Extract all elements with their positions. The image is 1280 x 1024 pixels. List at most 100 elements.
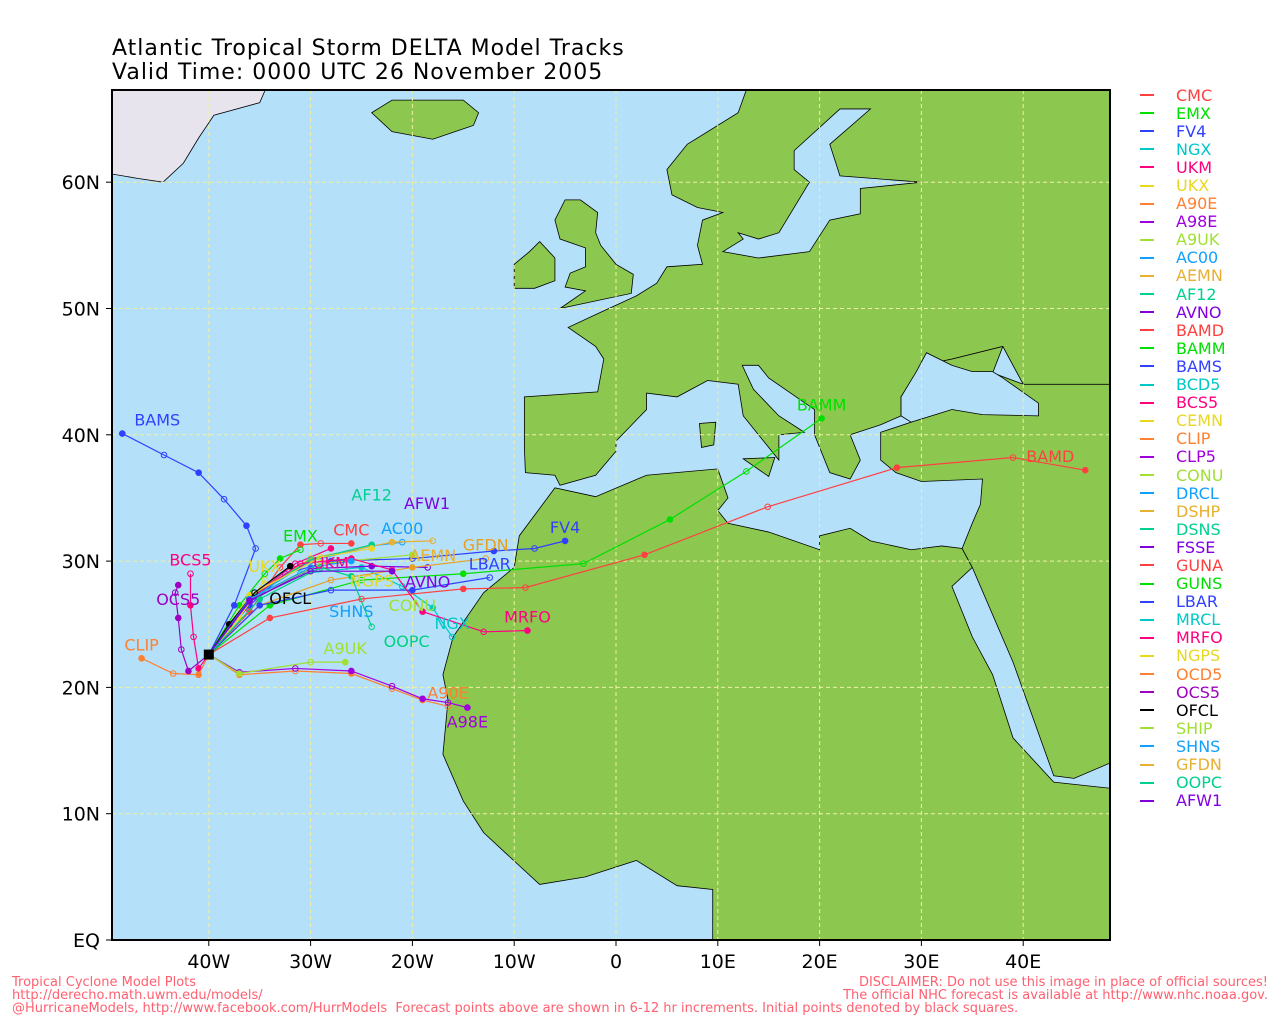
sicily-land — [742, 457, 776, 478]
lat-label: EQ — [73, 930, 100, 952]
legend-item: SHIP — [1140, 718, 1226, 738]
legend-item: BCS5 — [1140, 393, 1226, 412]
legend-label: A90E — [1176, 194, 1218, 214]
legend-item: BAMS — [1140, 357, 1226, 376]
legend-item: A98E — [1140, 212, 1226, 231]
legend-swatch — [1140, 799, 1154, 802]
legend-swatch — [1140, 293, 1154, 296]
legend-item: NGX — [1140, 140, 1226, 159]
forecast-point — [482, 555, 489, 562]
legend-item: AC00 — [1140, 248, 1226, 268]
forecast-point — [195, 469, 202, 476]
track-line — [208, 557, 528, 655]
legend-item: AFW1 — [1140, 791, 1226, 811]
legend-label: GUNS — [1176, 574, 1223, 594]
initial-point-marker — [203, 649, 214, 660]
track-label: UKX — [248, 557, 281, 576]
track-label: A98E — [447, 713, 488, 732]
legend-label: DRCL — [1176, 483, 1219, 503]
legend-label: SHIP — [1176, 718, 1213, 738]
forecast-point — [348, 540, 355, 547]
forecast-point — [561, 537, 569, 545]
legend-item: CEMN — [1140, 411, 1226, 430]
forecast-point — [174, 581, 182, 589]
legend-label: AEMN — [1176, 266, 1223, 286]
legend-swatch — [1140, 365, 1154, 368]
europe-land — [523, 90, 1110, 486]
legend-label: AFW1 — [1176, 791, 1223, 811]
legend-swatch — [1140, 763, 1154, 766]
forecast-point — [118, 430, 126, 437]
forecast-point — [388, 538, 396, 546]
forecast-point — [187, 602, 194, 609]
forecast-point — [348, 667, 355, 675]
forecast-point — [486, 574, 494, 581]
forecast-point — [368, 545, 375, 552]
forecast-point — [531, 545, 538, 552]
forecast-point — [444, 703, 452, 710]
forecast-point — [368, 623, 375, 631]
track-label: BAMM — [797, 395, 847, 414]
legend-item: NGPS — [1140, 646, 1226, 665]
track-label: MRFO — [504, 608, 551, 627]
track-label: AFW1 — [404, 494, 450, 513]
track-label: OCS5 — [156, 590, 200, 609]
forecast-point — [266, 614, 274, 622]
forecast-point — [419, 608, 426, 615]
track-bcs5 — [187, 570, 210, 672]
legend-swatch — [1140, 510, 1154, 513]
legend-swatch — [1140, 727, 1154, 730]
legend-swatch — [1140, 600, 1154, 603]
forecast-point — [178, 646, 185, 653]
forecast-point — [276, 564, 284, 571]
track-line — [208, 570, 393, 655]
lat-label: 40N — [62, 425, 100, 447]
track-line — [174, 584, 210, 672]
forecast-point — [292, 560, 299, 567]
legend-label: UKM — [1176, 157, 1213, 177]
legend-label: DSNS — [1176, 519, 1221, 539]
forecast-point — [169, 670, 177, 677]
legend-item: BAMD — [1140, 321, 1226, 340]
legend-swatch — [1140, 238, 1154, 241]
legend-swatch — [1140, 455, 1154, 458]
forecast-point — [460, 570, 467, 578]
legend-label: OCS5 — [1176, 682, 1221, 702]
forecast-point — [317, 564, 325, 571]
legend-item: GUNS — [1140, 574, 1226, 594]
track-label: OFCL — [269, 589, 311, 608]
forecast-point — [256, 602, 264, 609]
track-lbar — [208, 574, 494, 655]
forecast-point — [230, 602, 238, 609]
forecast-point — [297, 560, 304, 567]
legend-item: MRFO — [1140, 628, 1226, 647]
legend-swatch — [1140, 546, 1154, 549]
forecast-point — [251, 589, 258, 596]
forecast-point — [358, 576, 365, 584]
forecast-point — [409, 551, 416, 559]
legend-label: FSSE — [1176, 537, 1216, 557]
forecast-point — [341, 658, 349, 666]
track-afw1 — [208, 567, 396, 655]
track-label-layer: CMC EMX FV4 NGX UKM UKX A90E A98E A9UK AC00 AEMN AF… — [124, 395, 1074, 731]
track-label: FV4 — [550, 518, 580, 537]
track-ocs5 — [171, 581, 210, 675]
track-label: BAMS — [134, 411, 180, 430]
track-clip — [138, 654, 210, 679]
track-label: LBAR — [469, 555, 511, 574]
lat-label: 10N — [62, 804, 100, 826]
legend-label: AC00 — [1176, 248, 1219, 268]
track-label: EMX — [283, 527, 318, 546]
legend-swatch — [1140, 112, 1154, 115]
track-line — [208, 456, 1086, 656]
track-label: AEMN — [409, 546, 456, 565]
map-title: Atlantic Tropical Storm DELTA Model Trac… — [112, 36, 625, 61]
forecast-point — [317, 554, 325, 561]
forecast-point — [429, 537, 437, 545]
legend-swatch — [1140, 94, 1154, 97]
legend-swatch — [1140, 636, 1154, 639]
legend-swatch — [1140, 437, 1154, 440]
map-layer — [112, 90, 1110, 940]
forecast-point — [419, 695, 426, 703]
forecast-point — [307, 658, 314, 666]
